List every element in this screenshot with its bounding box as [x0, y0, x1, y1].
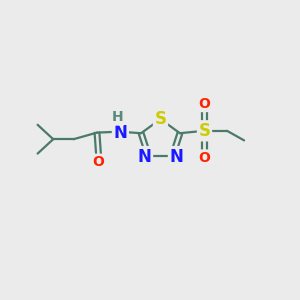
Text: N: N [169, 148, 183, 166]
Text: O: O [199, 97, 210, 111]
Text: O: O [199, 151, 210, 165]
Text: H: H [111, 110, 123, 124]
Text: O: O [93, 155, 104, 169]
Text: N: N [138, 148, 152, 166]
Text: S: S [154, 110, 166, 128]
Text: S: S [199, 122, 211, 140]
Text: N: N [113, 124, 127, 142]
